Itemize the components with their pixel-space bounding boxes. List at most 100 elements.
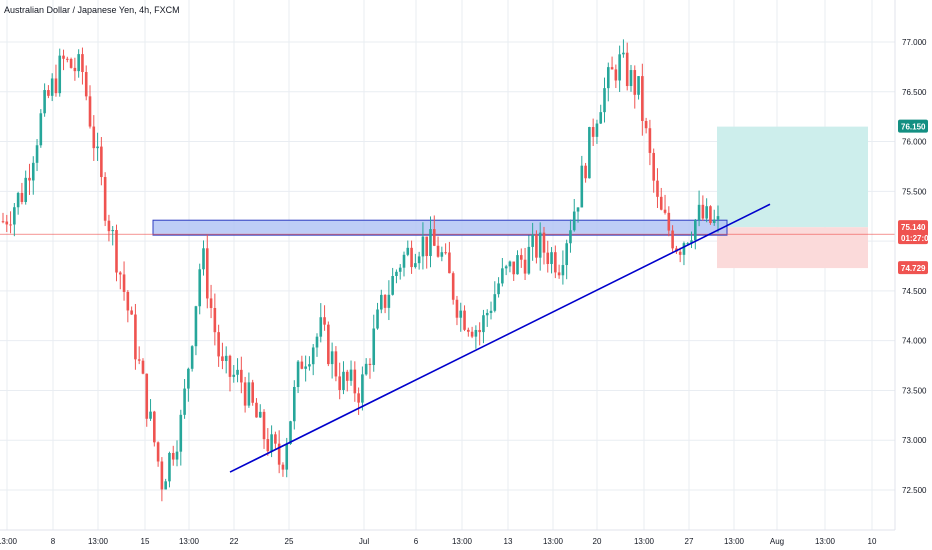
candle-body [512, 261, 516, 275]
candle-body [546, 252, 550, 264]
candle-body [421, 236, 425, 257]
candle-body [485, 312, 489, 316]
y-tick-label: 77.000 [902, 38, 927, 47]
candle-body [432, 229, 436, 246]
candle-body [66, 58, 69, 60]
candle-body [232, 374, 236, 377]
candle-body [508, 261, 512, 267]
candle-body [523, 259, 527, 274]
candle-body [569, 230, 572, 244]
candle-body [304, 366, 307, 369]
candle-body [228, 355, 232, 377]
candle-body [28, 177, 31, 181]
candle-body [5, 221, 9, 225]
candle-body [501, 268, 504, 284]
y-tick-label: 74.000 [902, 337, 927, 346]
candle-body [285, 443, 289, 470]
candle-body [357, 393, 360, 403]
candle-body [383, 294, 387, 308]
candle-body [663, 209, 667, 213]
candle-body [345, 371, 349, 381]
x-tick-label: Jul [359, 537, 369, 546]
candle-body [62, 55, 65, 59]
candle-body [300, 361, 304, 369]
stop-zone[interactable] [717, 227, 868, 269]
candle-body [667, 212, 671, 231]
candle-body [690, 240, 693, 244]
candle-body [712, 219, 716, 223]
candle-body [644, 120, 648, 129]
x-tick-label: 13 [504, 537, 513, 546]
candle-body [88, 96, 92, 127]
candle-body [217, 332, 220, 357]
y-tick-label: 73.000 [902, 436, 927, 445]
time-axis[interactable]: 13:00 8 13:00 15 13:00 22 25 Jul 6 13:00 13 13:00 20… [0, 537, 877, 546]
candle-body [656, 180, 659, 197]
candle-body [255, 402, 258, 418]
candle-body [584, 165, 587, 179]
candle-body [455, 299, 459, 318]
candle-body [497, 283, 500, 295]
candle-body [554, 252, 557, 273]
candle-body [701, 204, 705, 219]
candle-body [308, 364, 311, 367]
x-tick-label: 13:00 [543, 537, 564, 546]
candle-body [43, 90, 46, 114]
candle-body [47, 90, 50, 96]
candle-body [527, 246, 531, 274]
candle-body [705, 206, 708, 219]
x-tick-label: 22 [230, 537, 239, 546]
candle-body [77, 54, 80, 72]
candle-body [361, 374, 364, 403]
candle-body [417, 256, 421, 264]
candle-body [296, 361, 300, 388]
candle-body [470, 331, 474, 337]
candle-body [622, 52, 625, 55]
y-tick-label: 74.500 [902, 287, 927, 296]
candle-body [561, 265, 565, 276]
candle-body [618, 54, 621, 81]
candle-body [164, 481, 167, 490]
candle-body [606, 67, 610, 89]
resistance-zone[interactable] [152, 219, 728, 236]
current-price-badge [898, 220, 928, 245]
candle-body [652, 152, 655, 181]
candle-body [625, 52, 629, 87]
candle-body [247, 382, 251, 406]
candle-body [591, 127, 595, 137]
candlestick-series [1, 39, 720, 502]
candle-body [84, 72, 88, 97]
candle-body [153, 411, 156, 443]
candle-body [73, 67, 77, 72]
candle-body [538, 232, 542, 258]
x-tick-label: 13:00 [634, 537, 655, 546]
trendline[interactable] [229, 203, 771, 473]
candle-body [168, 452, 171, 482]
candle-body [599, 112, 603, 124]
candle-body [429, 229, 432, 257]
candle-body [31, 162, 35, 181]
candle-body [111, 230, 115, 232]
x-tick-label: 13:00 [452, 537, 473, 546]
candle-body [444, 252, 447, 254]
x-tick-label: 25 [285, 537, 294, 546]
candle-body [694, 220, 697, 241]
y-tick-label: 75.500 [902, 187, 927, 196]
candle-body [327, 324, 330, 365]
candle-body [24, 177, 27, 202]
chart-title: Australian Dollar / Japanese Yen, 4h, FX… [4, 5, 180, 15]
x-tick-label: 8 [51, 537, 56, 546]
candle-body [96, 146, 99, 149]
stop-price-label: 74.729 [901, 264, 926, 273]
candle-body [323, 317, 326, 325]
candle-body [459, 310, 463, 318]
candle-body [478, 329, 481, 333]
candle-body [372, 328, 376, 366]
current-price-label: 75.140 [901, 223, 926, 232]
candle-body [130, 310, 133, 315]
target-zone[interactable] [717, 126, 868, 228]
candle-body [149, 411, 152, 419]
candle-body [262, 411, 266, 440]
y-tick-label: 73.500 [902, 386, 927, 395]
